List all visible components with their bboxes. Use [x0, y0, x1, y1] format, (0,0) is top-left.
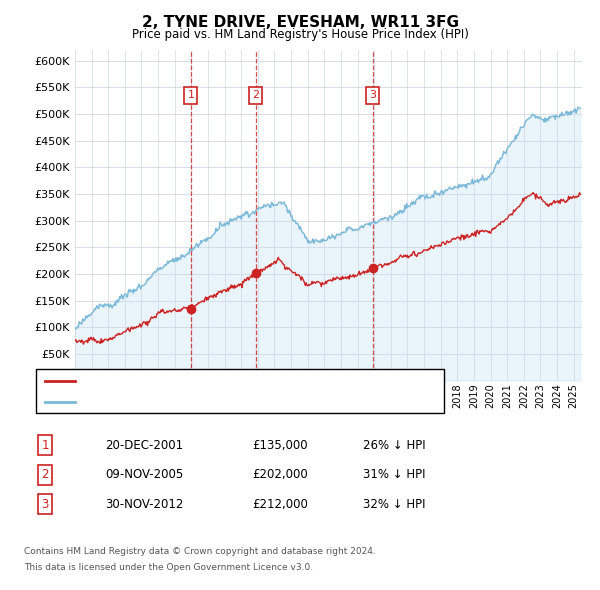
Text: £135,000: £135,000	[252, 439, 308, 452]
Text: 1: 1	[41, 439, 49, 452]
Text: 3: 3	[41, 498, 49, 511]
Text: 20-DEC-2001: 20-DEC-2001	[105, 439, 183, 452]
Text: £202,000: £202,000	[252, 468, 308, 481]
Text: 1: 1	[187, 90, 194, 100]
Text: 2, TYNE DRIVE, EVESHAM, WR11 3FG (detached house): 2, TYNE DRIVE, EVESHAM, WR11 3FG (detach…	[81, 376, 384, 386]
Text: 3: 3	[370, 90, 376, 100]
Text: 2, TYNE DRIVE, EVESHAM, WR11 3FG: 2, TYNE DRIVE, EVESHAM, WR11 3FG	[142, 15, 458, 30]
Text: 31% ↓ HPI: 31% ↓ HPI	[363, 468, 425, 481]
Text: This data is licensed under the Open Government Licence v3.0.: This data is licensed under the Open Gov…	[24, 563, 313, 572]
Text: £212,000: £212,000	[252, 498, 308, 511]
Text: HPI: Average price, detached house, Wychavon: HPI: Average price, detached house, Wych…	[81, 397, 340, 407]
Text: 09-NOV-2005: 09-NOV-2005	[105, 468, 183, 481]
Text: 32% ↓ HPI: 32% ↓ HPI	[363, 498, 425, 511]
Text: 26% ↓ HPI: 26% ↓ HPI	[363, 439, 425, 452]
Text: 2: 2	[41, 468, 49, 481]
Text: 30-NOV-2012: 30-NOV-2012	[105, 498, 184, 511]
Text: Contains HM Land Registry data © Crown copyright and database right 2024.: Contains HM Land Registry data © Crown c…	[24, 547, 376, 556]
Text: Price paid vs. HM Land Registry's House Price Index (HPI): Price paid vs. HM Land Registry's House …	[131, 28, 469, 41]
Text: 2: 2	[252, 90, 259, 100]
